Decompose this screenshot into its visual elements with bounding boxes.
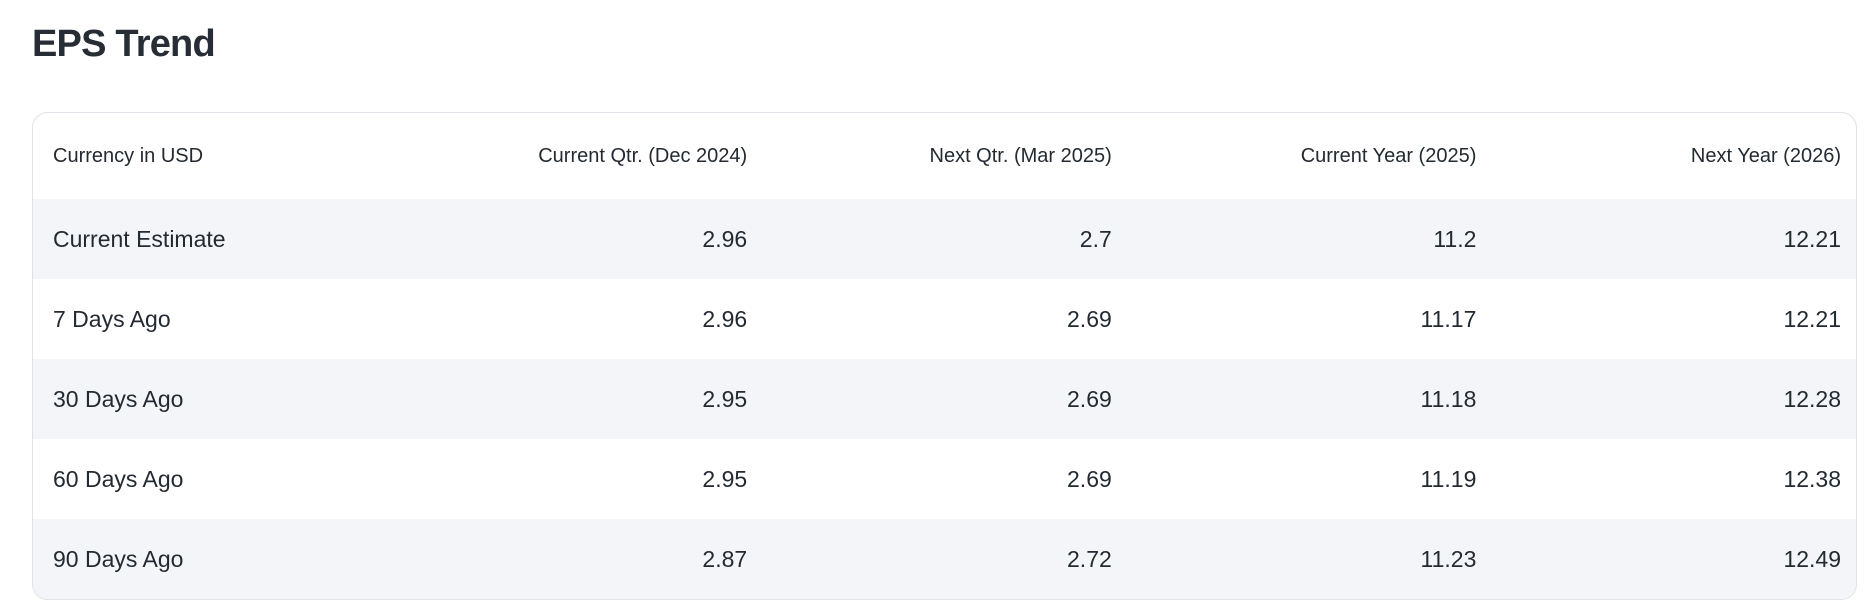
cell-value: 2.69 bbox=[1067, 465, 1112, 492]
cell-value: 12.38 bbox=[1783, 465, 1841, 492]
row-label: 90 Days Ago bbox=[53, 545, 184, 572]
row-label: 30 Days Ago bbox=[53, 385, 184, 412]
row-label: 7 Days Ago bbox=[53, 305, 171, 332]
cell-value: 11.23 bbox=[1420, 545, 1477, 572]
column-header-current-qtr: Current Qtr. (Dec 2024) bbox=[538, 144, 748, 167]
cell-value: 12.28 bbox=[1783, 385, 1841, 412]
column-header-currency: Currency in USD bbox=[53, 144, 204, 167]
cell-value: 12.21 bbox=[1783, 225, 1841, 252]
cell-value: 2.7 bbox=[1079, 225, 1112, 252]
cell-value: 2.95 bbox=[702, 385, 748, 412]
cell-value: 2.95 bbox=[702, 465, 748, 492]
cell-value: 12.49 bbox=[1783, 545, 1841, 572]
cell-value: 11.17 bbox=[1420, 305, 1477, 332]
cell-value: 12.21 bbox=[1783, 305, 1841, 332]
eps-trend-table: Currency in USD Current Qtr. (Dec 2024) … bbox=[33, 113, 1856, 599]
table-row: 90 Days Ago 2.87 2.72 11.23 12.49 bbox=[33, 519, 1856, 599]
table-row: 60 Days Ago 2.95 2.69 11.19 12.38 bbox=[33, 439, 1856, 519]
cell-value: 2.72 bbox=[1067, 545, 1112, 572]
row-label: Current Estimate bbox=[53, 225, 226, 252]
cell-value: 11.18 bbox=[1420, 385, 1477, 412]
table-row: 30 Days Ago 2.95 2.69 11.18 12.28 bbox=[33, 359, 1856, 439]
page-title: EPS Trend bbox=[32, 23, 216, 65]
cell-value: 11.2 bbox=[1433, 225, 1477, 252]
cell-value: 2.87 bbox=[702, 545, 748, 572]
cell-value: 11.19 bbox=[1420, 465, 1477, 492]
table-row: Current Estimate 2.96 2.7 11.2 12.21 bbox=[33, 199, 1856, 279]
column-header-next-year: Next Year (2026) bbox=[1690, 144, 1841, 167]
row-label: 60 Days Ago bbox=[53, 465, 184, 492]
cell-value: 2.96 bbox=[702, 225, 748, 252]
cell-value: 2.96 bbox=[702, 305, 748, 332]
cell-value: 2.69 bbox=[1067, 385, 1112, 412]
eps-trend-card: Currency in USD Current Qtr. (Dec 2024) … bbox=[32, 112, 1857, 600]
cell-value: 2.69 bbox=[1067, 305, 1112, 332]
column-header-current-year: Current Year (2025) bbox=[1300, 144, 1477, 167]
table-header-row: Currency in USD Current Qtr. (Dec 2024) … bbox=[33, 113, 1856, 199]
column-header-next-qtr: Next Qtr. (Mar 2025) bbox=[929, 144, 1112, 167]
table-row: 7 Days Ago 2.96 2.69 11.17 12.21 bbox=[33, 279, 1856, 359]
